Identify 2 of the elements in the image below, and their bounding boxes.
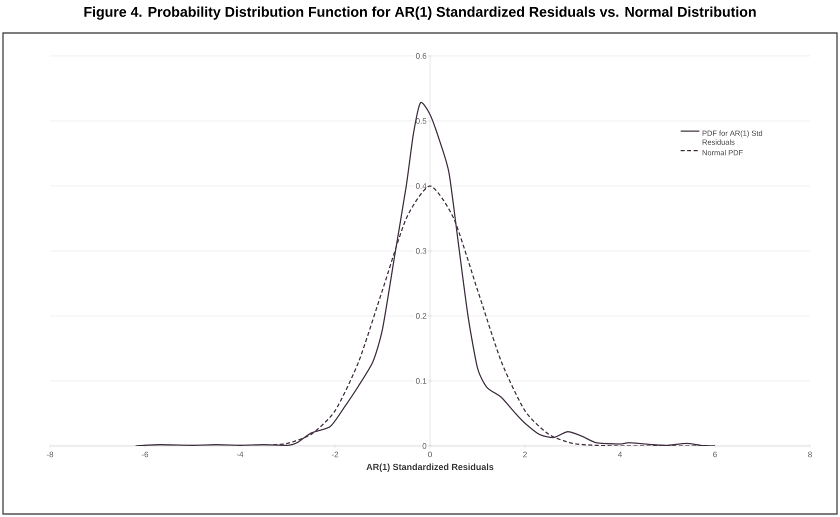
chart-title: Figure 4. Probability Distribution Function for AR(1) Standardized Residuals vs. Normal Distribution	[84, 6, 756, 20]
x-axis-title: AR(1) Standardized Residuals	[366, 464, 494, 472]
